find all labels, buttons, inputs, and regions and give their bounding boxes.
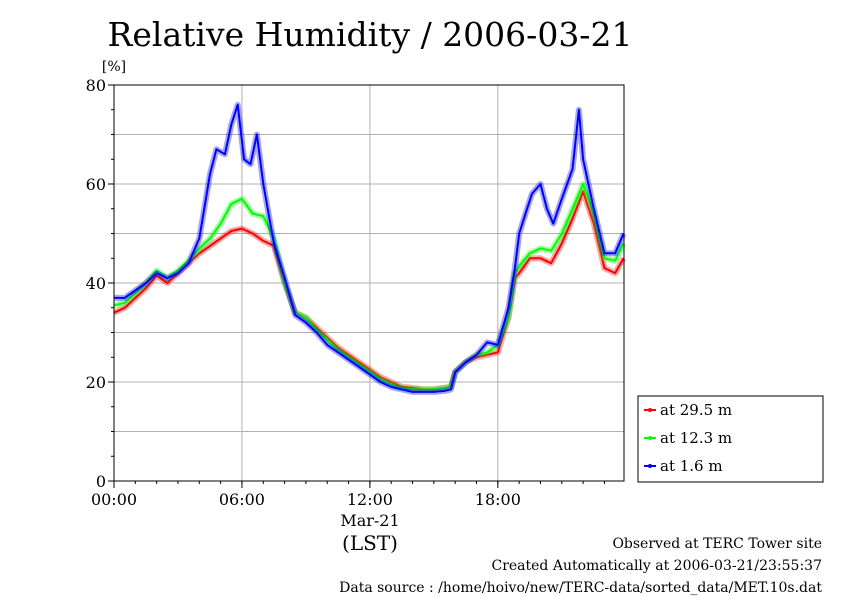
y-axis-unit-label: [%] bbox=[102, 59, 126, 75]
chart-title: Relative Humidity / 2006-03-21 bbox=[108, 15, 633, 54]
legend-label: at 12.3 m bbox=[660, 429, 732, 447]
x-tick-label: 18:00 bbox=[475, 490, 521, 509]
legend-marker bbox=[648, 436, 652, 440]
x-tick-label: 06:00 bbox=[219, 490, 265, 509]
x-tick-label: 00:00 bbox=[91, 490, 137, 509]
footer-site-note: Observed at TERC Tower site bbox=[612, 536, 822, 552]
x-axis-date-label: Mar-21 bbox=[340, 511, 399, 530]
legend-box bbox=[637, 395, 824, 483]
y-tick-label: 40 bbox=[86, 274, 106, 293]
y-tick-label: 0 bbox=[96, 472, 106, 491]
grid-lines bbox=[114, 85, 624, 481]
y-tick-label: 60 bbox=[86, 175, 106, 194]
series-line bbox=[113, 190, 625, 391]
x-axis-label: (LST) bbox=[342, 531, 398, 555]
series-band bbox=[112, 188, 627, 393]
series-line bbox=[113, 183, 625, 391]
footer-created-note: Created Automatically at 2006-03-21/23:5… bbox=[491, 558, 822, 574]
legend: at 29.5 m at 12.3 m at 1.6 m bbox=[637, 395, 824, 483]
y-tick-label: 20 bbox=[86, 373, 106, 392]
series-line bbox=[114, 103, 625, 393]
footer-data-source: Data source : /home/hoivo/new/TERC-data/… bbox=[339, 580, 822, 596]
y-tick-label: 80 bbox=[86, 76, 106, 95]
x-tick-label: 12:00 bbox=[347, 490, 393, 509]
series-layer bbox=[112, 101, 627, 395]
axes: 0 20 40 60 80 00:00 06:00 12:00 18:00 bbox=[86, 76, 605, 509]
legend-label: at 29.5 m bbox=[660, 401, 732, 419]
legend-marker bbox=[648, 408, 652, 412]
legend-marker bbox=[648, 464, 652, 468]
legend-label: at 1.6 m bbox=[660, 457, 723, 475]
